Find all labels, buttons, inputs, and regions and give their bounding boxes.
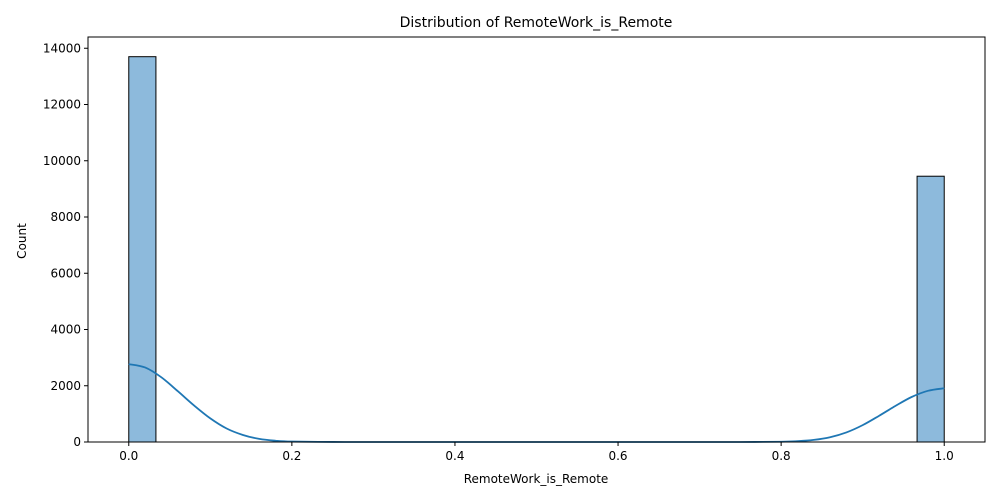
histogram-bars [128,56,945,443]
chart-title: Distribution of RemoteWork_is_Remote [400,15,673,31]
x-tick-label: 0.6 [608,449,627,463]
histogram-bar [916,175,945,443]
y-axis-label: Count [15,223,29,259]
y-tick-label: 0 [73,435,81,449]
x-tick-label: 0.2 [282,449,301,463]
y-tick-label: 10000 [43,154,81,168]
kde-curve [128,363,945,443]
x-axis-ticks: 0.0 0.2 0.4 0.6 0.8 1.0 [119,442,954,463]
y-tick-label: 8000 [50,210,81,224]
x-tick-label: 0.8 [772,449,791,463]
y-tick-label: 2000 [50,379,81,393]
x-axis-label: RemoteWork_is_Remote [464,472,609,486]
x-tick-label: 0.4 [445,449,464,463]
y-tick-label: 14000 [43,41,81,55]
plot-frame [87,36,986,443]
y-axis-ticks: 0 2000 4000 6000 8000 10000 12000 14000 [43,41,88,449]
y-tick-label: 12000 [43,98,81,112]
y-tick-label: 4000 [50,323,81,337]
y-tick-label: 6000 [50,266,81,280]
x-tick-label: 0.0 [119,449,138,463]
histogram-bar [128,56,157,443]
x-tick-label: 1.0 [935,449,954,463]
